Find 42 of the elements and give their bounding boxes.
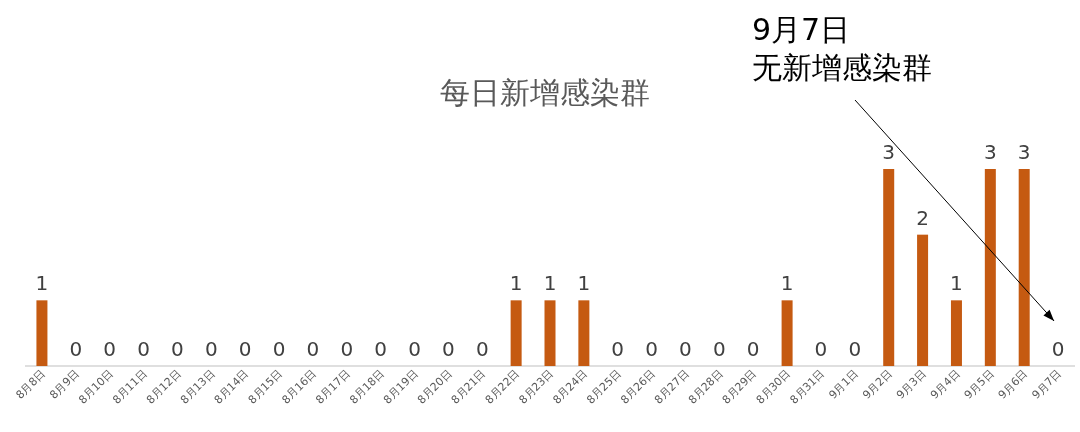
data-label: 1: [780, 271, 794, 296]
data-label: 0: [848, 337, 862, 361]
data-label: 0: [69, 337, 83, 361]
data-label: 0: [272, 337, 286, 361]
data-label: 0: [306, 337, 320, 361]
data-label: 0: [340, 337, 354, 361]
data-label: 1: [577, 271, 591, 296]
data-label: 1: [950, 271, 963, 296]
data-label: 0: [442, 337, 455, 361]
data-label: 0: [746, 337, 760, 361]
data-label: 0: [475, 337, 489, 361]
data-label: 0: [374, 337, 388, 361]
data-label: 0: [204, 337, 218, 361]
data-label: 1: [543, 271, 557, 296]
x-tick-label: 8月8日: [13, 366, 49, 402]
text: 9月7日: [752, 12, 851, 47]
text: 无新增感染群: [752, 50, 932, 85]
data-label: 0: [238, 337, 252, 361]
data-label: 0: [171, 337, 184, 361]
data-label: 0: [712, 337, 726, 361]
x-tick-label: 9月6日: [995, 366, 1031, 402]
x-tick-label: 9月2日: [860, 366, 895, 402]
data-label: 0: [103, 337, 117, 361]
data-label: 1: [509, 271, 523, 296]
data-label: 0: [645, 337, 658, 361]
x-tick-label: 9月1日: [826, 366, 861, 402]
data-label: 0: [137, 337, 150, 361]
data-label: 0: [1051, 337, 1065, 361]
data-label: 2: [916, 205, 929, 230]
data-label: 0: [814, 337, 828, 361]
chart-title: 每日新增感染群: [440, 75, 650, 110]
data-label: 3: [983, 140, 997, 164]
x-tick-label: 9月3日: [894, 366, 929, 402]
data-label: 0: [679, 337, 692, 361]
data-label: 3: [882, 140, 896, 164]
x-tick-label: 9月4日: [927, 366, 963, 402]
data-label: 0: [611, 337, 625, 361]
x-tick-label: 9月7日: [1029, 366, 1065, 402]
data-label: 0: [408, 337, 421, 361]
data-label: 3: [1017, 140, 1031, 164]
x-tick-label: 9月5日: [961, 366, 997, 402]
data-label: 1: [35, 271, 49, 296]
